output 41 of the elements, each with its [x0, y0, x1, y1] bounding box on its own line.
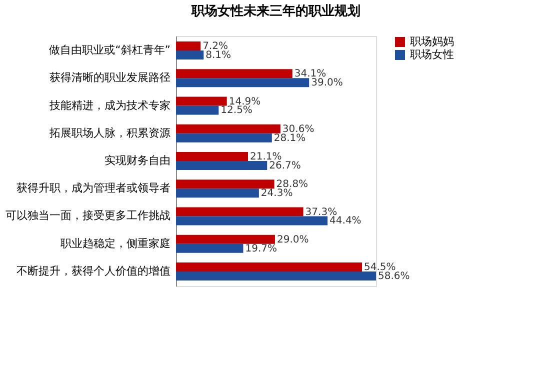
bar [176, 234, 275, 244]
data-label: 28.1% [274, 132, 306, 144]
bar [176, 124, 280, 134]
bar [176, 133, 272, 142]
chart-title: 职场女性未来三年的职业规划 [190, 4, 360, 19]
y-tick-label: 拓展职场人脉，积累资源 [48, 126, 170, 140]
data-label: 24.3% [260, 188, 293, 200]
legend-label: 职场妈妈 [410, 35, 454, 48]
bar [176, 50, 204, 60]
bar [176, 152, 248, 161]
data-label: 44.4% [330, 216, 362, 227]
data-label: 39.0% [311, 78, 343, 89]
bar [176, 180, 274, 189]
bar [176, 42, 201, 51]
data-label: 8.1% [206, 50, 232, 61]
bar [176, 78, 310, 88]
legend-label: 职场女性 [410, 48, 454, 61]
data-label: 29.0% [276, 234, 309, 246]
bar [176, 188, 259, 198]
data-label: 19.7% [245, 243, 278, 254]
data-label: 12.5% [220, 105, 252, 116]
y-tick-label: 获得升职，成为管理者或领导者 [16, 182, 170, 195]
y-tick-label: 做自由职业或“斜杠青年” [49, 44, 170, 57]
bar [176, 161, 268, 170]
y-tick-label: 获得清晰的职业发展路径 [50, 71, 170, 84]
bar [176, 96, 227, 106]
y-tick-label: 职业趋稳定，侧重家庭 [60, 236, 170, 250]
y-tick-label: 实现财务自由 [104, 154, 170, 167]
data-label: 58.6% [378, 270, 410, 282]
y-tick-label: 技能精进，成为技术专家 [48, 98, 170, 112]
bar [176, 216, 328, 226]
bar [176, 207, 304, 216]
bar [176, 271, 376, 280]
bar [176, 106, 219, 115]
bar [176, 244, 244, 253]
bar [176, 262, 362, 272]
data-label: 26.7% [269, 160, 301, 172]
y-tick-label: 可以独当一面，接受更多工作挑战 [6, 209, 170, 222]
bar [176, 69, 292, 78]
data-label: 30.6% [282, 124, 314, 135]
y-tick-label: 不断提升，获得个人价值的增值 [16, 264, 170, 278]
